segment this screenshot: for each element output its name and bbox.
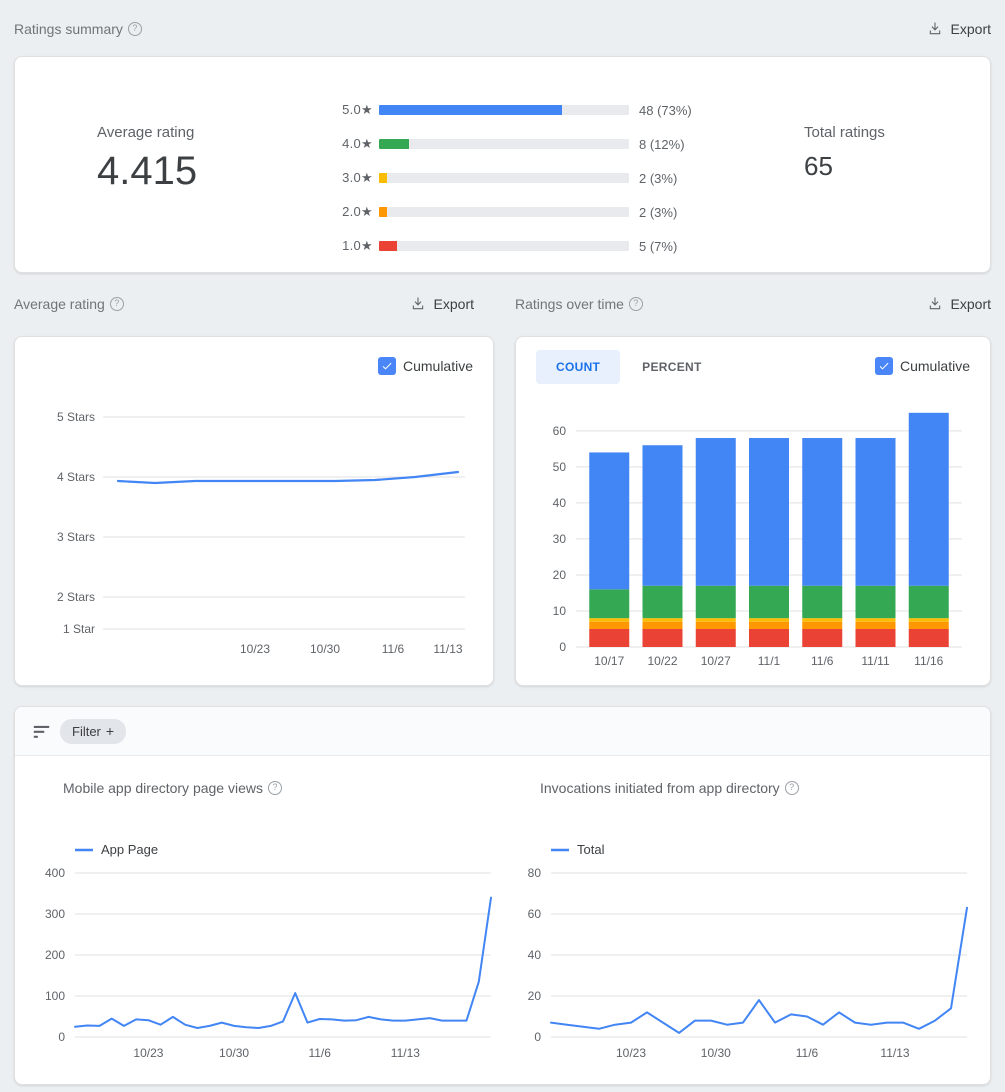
- svg-text:10/17: 10/17: [594, 654, 624, 668]
- svg-text:30: 30: [553, 532, 567, 546]
- svg-text:80: 80: [528, 866, 542, 880]
- svg-text:10/30: 10/30: [310, 642, 340, 656]
- svg-text:100: 100: [45, 989, 65, 1003]
- svg-text:0: 0: [559, 640, 566, 654]
- svg-text:Total: Total: [577, 842, 605, 857]
- svg-text:4 Stars: 4 Stars: [57, 470, 95, 484]
- svg-text:1 Star: 1 Star: [63, 622, 95, 636]
- svg-text:App Page: App Page: [101, 842, 158, 857]
- svg-text:60: 60: [553, 424, 567, 438]
- svg-text:10/27: 10/27: [701, 654, 731, 668]
- svg-text:11/6: 11/6: [811, 654, 834, 668]
- svg-text:11/6: 11/6: [308, 1046, 331, 1060]
- svg-text:11/13: 11/13: [433, 642, 462, 656]
- svg-text:40: 40: [553, 496, 567, 510]
- svg-text:60: 60: [528, 907, 542, 921]
- svg-text:5 Stars: 5 Stars: [57, 410, 95, 424]
- svg-text:11/11: 11/11: [861, 654, 890, 668]
- svg-text:20: 20: [528, 989, 542, 1003]
- svg-text:11/13: 11/13: [391, 1046, 420, 1060]
- svg-text:11/6: 11/6: [796, 1046, 819, 1060]
- svg-text:11/1: 11/1: [758, 654, 781, 668]
- svg-text:10/22: 10/22: [647, 654, 677, 668]
- svg-text:11/16: 11/16: [914, 654, 943, 668]
- svg-text:10/23: 10/23: [240, 642, 270, 656]
- svg-text:20: 20: [553, 568, 567, 582]
- svg-text:10: 10: [553, 604, 567, 618]
- svg-text:2 Stars: 2 Stars: [57, 590, 95, 604]
- svg-text:10/23: 10/23: [133, 1046, 163, 1060]
- svg-text:11/13: 11/13: [880, 1046, 909, 1060]
- svg-text:50: 50: [553, 460, 567, 474]
- svg-text:400: 400: [45, 866, 65, 880]
- svg-text:3 Stars: 3 Stars: [57, 530, 95, 544]
- svg-text:11/6: 11/6: [382, 642, 405, 656]
- svg-text:0: 0: [534, 1030, 541, 1044]
- svg-text:0: 0: [58, 1030, 65, 1044]
- svg-text:10/30: 10/30: [701, 1046, 731, 1060]
- svg-text:40: 40: [528, 948, 542, 962]
- svg-text:10/23: 10/23: [616, 1046, 646, 1060]
- svg-text:200: 200: [45, 948, 65, 962]
- svg-text:300: 300: [45, 907, 65, 921]
- svg-text:10/30: 10/30: [219, 1046, 249, 1060]
